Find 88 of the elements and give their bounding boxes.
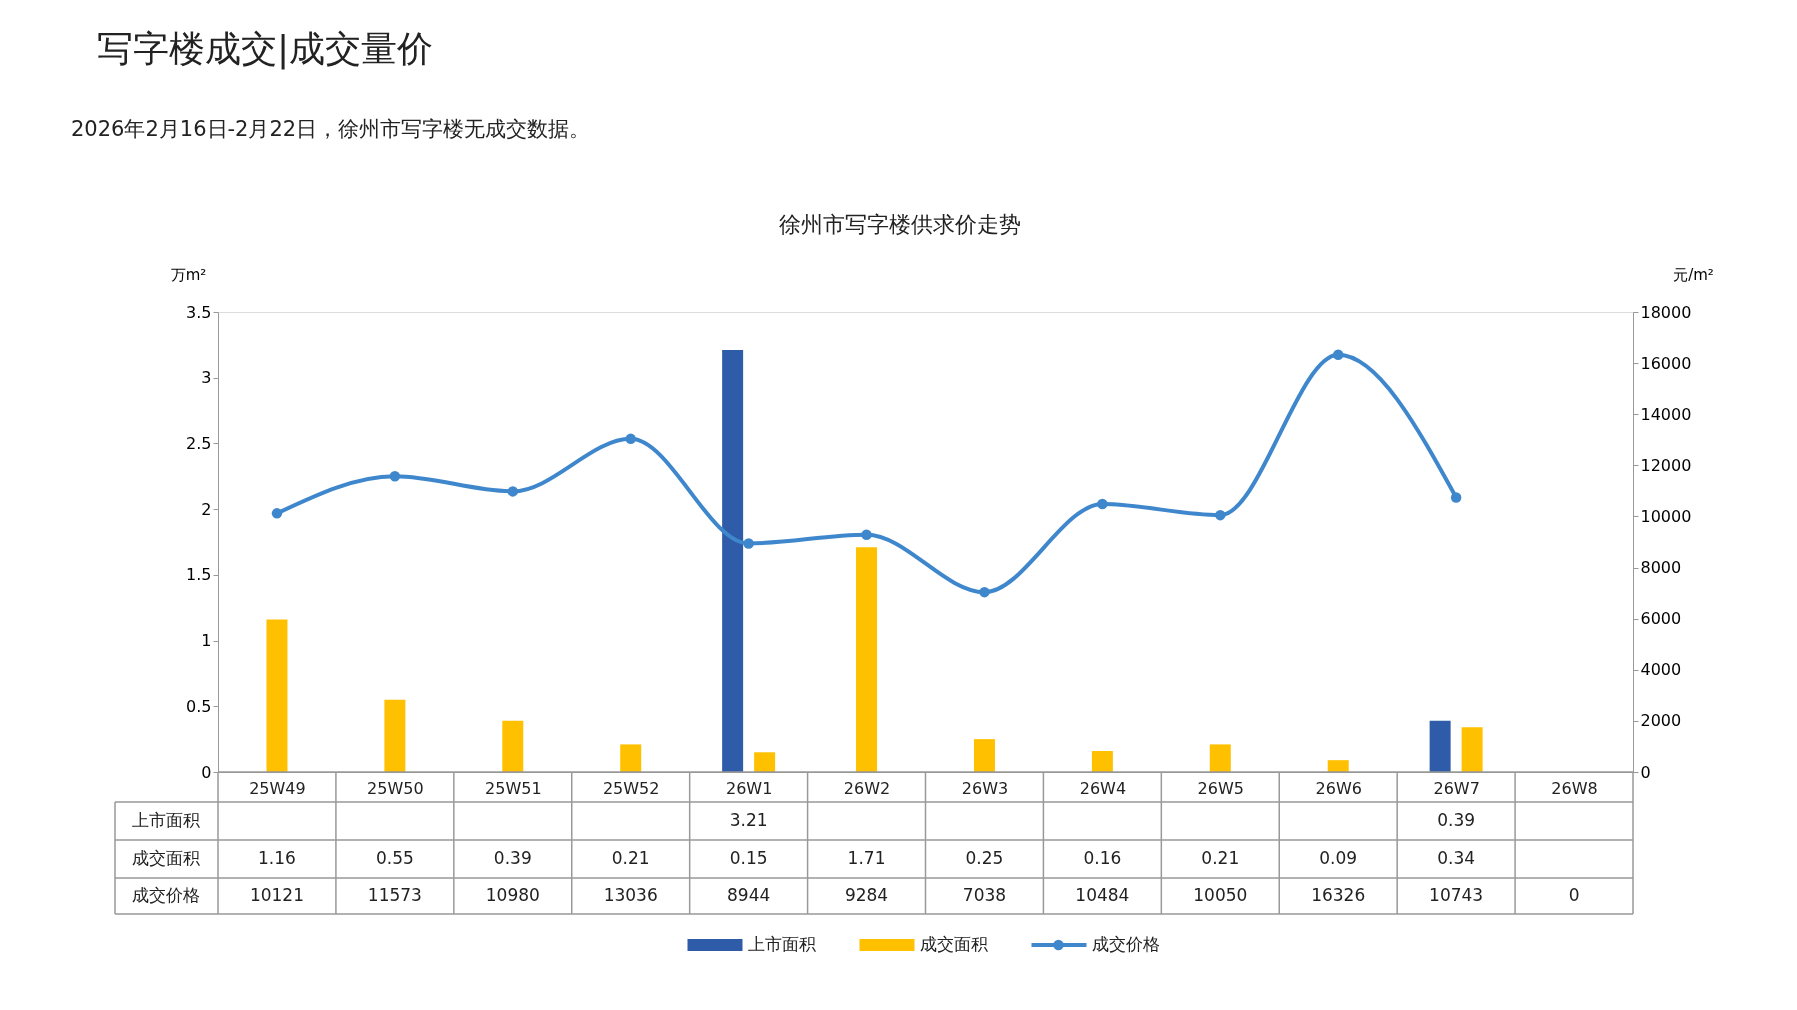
bar <box>1091 750 1113 772</box>
data-label: 8944 <box>726 885 771 905</box>
x-tick-label: 26W6 <box>1315 778 1362 798</box>
x-tick-label: 26W3 <box>961 778 1009 798</box>
y-tick-label: 2 <box>201 499 212 519</box>
x-tick-label: 26W5 <box>1197 778 1244 798</box>
bar <box>1327 760 1349 772</box>
data-label: 0.39 <box>493 848 532 868</box>
y2-tick-label: 14000 <box>1640 404 1692 424</box>
data-label: 0.25 <box>965 848 1004 868</box>
x-tick-label: 26W1 <box>725 778 773 798</box>
point <box>1332 349 1344 361</box>
bar <box>266 619 288 772</box>
text: 0 <box>1568 885 1580 905</box>
y2-tick-label: 16000 <box>1640 353 1692 373</box>
point <box>1097 498 1108 510</box>
data-label: 9284 <box>844 885 889 905</box>
y2-tick-label: 8000 <box>1640 558 1682 578</box>
data-label: 3.21 <box>729 810 768 830</box>
y2-tick-label: 6000 <box>1640 609 1682 629</box>
text: 上市面积 <box>132 810 200 830</box>
bar <box>502 720 524 772</box>
y-axis-title: 万m² <box>170 265 207 284</box>
text: 成交价格 <box>132 885 200 905</box>
legend-label: 上市面积 <box>747 934 816 954</box>
text: 2026年2月16日-2月22日，徐州市写字楼无成交数据。 <box>71 117 591 141</box>
data-label: 0.21 <box>611 848 650 868</box>
x-tick-label: 26W8 <box>1551 778 1598 798</box>
y-tick-label: 1 <box>201 631 212 651</box>
data-label: 7038 <box>962 885 1007 905</box>
data-label: 16326 <box>1311 885 1366 905</box>
bar <box>722 350 744 772</box>
data-label: 10121 <box>249 885 305 905</box>
bar <box>1209 744 1231 772</box>
x-tick-label: 25W51 <box>485 778 542 798</box>
text: 成交面积 <box>132 848 200 868</box>
point <box>507 486 519 497</box>
legend-label: 成交价格 <box>1091 934 1160 954</box>
data-label: 10050 <box>1193 885 1248 905</box>
point <box>743 538 754 549</box>
x-tick-label: 25W49 <box>249 778 306 798</box>
data-label: 0.16 <box>1083 848 1122 868</box>
data-label: 0.55 <box>375 848 414 868</box>
data-label: 0.39 <box>1437 810 1476 830</box>
data-label: 0.34 <box>1437 848 1476 868</box>
point <box>1450 492 1462 503</box>
bar <box>973 739 995 772</box>
data-label: 1.71 <box>847 848 886 868</box>
bar <box>856 547 878 772</box>
bar <box>384 699 406 772</box>
y-tick-label: 0 <box>201 762 212 782</box>
data-label: 13036 <box>603 885 658 905</box>
point <box>861 529 872 540</box>
data-label: 10980 <box>485 885 540 905</box>
y-tick-label: 2.5 <box>186 433 212 453</box>
y2-tick-label: 0 <box>1640 762 1651 782</box>
y-tick-label: 3.5 <box>186 302 212 322</box>
data-label: 10484 <box>1075 885 1130 905</box>
y2-axis-title: 元/m² <box>1673 265 1714 284</box>
y-tick-label: 3 <box>201 368 212 388</box>
x-tick-label: 25W52 <box>602 778 660 798</box>
x-tick-label: 26W7 <box>1433 778 1480 798</box>
data-label: 10743 <box>1429 885 1484 905</box>
y2-tick-label: 2000 <box>1640 711 1682 731</box>
x-tick-label: 26W2 <box>843 778 891 798</box>
chart-title: 徐州市写字楼供求价走势 <box>779 212 1021 237</box>
point <box>1215 509 1226 521</box>
x-tick-label: 26W4 <box>1079 778 1127 798</box>
point <box>625 433 636 445</box>
y2-tick-label: 4000 <box>1640 660 1682 680</box>
data-label: 0.21 <box>1201 848 1240 868</box>
data-label: 0.09 <box>1319 848 1358 868</box>
legend-label: 成交面积 <box>919 934 988 954</box>
text: 写字楼成交|成交量价 <box>97 28 434 70</box>
bar <box>1429 720 1451 772</box>
y2-tick-label: 18000 <box>1640 302 1692 322</box>
x-tick-label: 25W50 <box>367 778 424 798</box>
y-tick-label: 0.5 <box>186 696 212 716</box>
bar <box>620 744 642 772</box>
y2-tick-label: 10000 <box>1640 506 1692 526</box>
data-label: 11573 <box>367 885 422 905</box>
point <box>979 586 990 598</box>
y-tick-label: 1.5 <box>186 565 212 585</box>
data-label: 0.15 <box>729 848 768 868</box>
point <box>389 471 401 482</box>
point <box>271 508 283 519</box>
y2-tick-label: 12000 <box>1640 455 1692 475</box>
data-label: 1.16 <box>258 848 296 868</box>
